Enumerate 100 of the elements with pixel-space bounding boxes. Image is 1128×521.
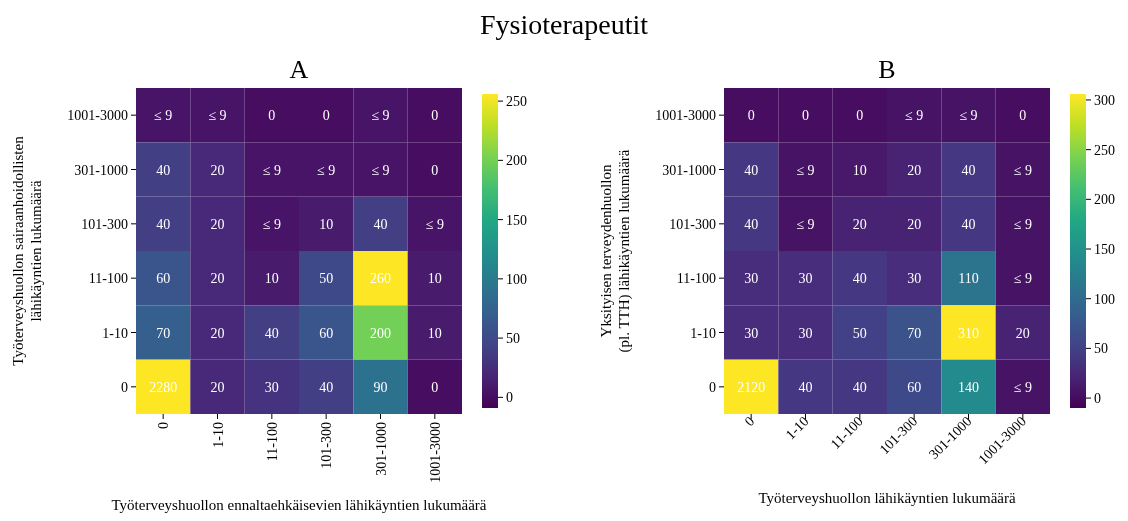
y-axis-title: Työterveyshuollon sairaanhoidollisten lähikäyntien lukumäärä	[10, 135, 44, 366]
data-label: 60	[319, 325, 334, 341]
color-bar-label: 100	[1094, 291, 1115, 307]
data-label: ≤ 9	[154, 108, 173, 124]
data-label: ≤ 9	[959, 108, 978, 124]
data-label: 0	[802, 108, 809, 124]
data-label: 10	[427, 325, 442, 341]
y-tick-label: 301-1000	[662, 162, 716, 178]
y-tick-label: 0	[709, 379, 716, 395]
data-label: 40	[961, 216, 976, 232]
x-tick-label: 1-10	[210, 422, 226, 448]
data-label: 30	[744, 271, 759, 287]
color-bar-label: 200	[1094, 192, 1115, 208]
chart-title: A	[289, 55, 309, 84]
color-bar-label: 200	[506, 153, 527, 169]
x-tick-label: 101-300	[319, 422, 335, 469]
data-label: 60	[907, 379, 922, 395]
data-label: 60	[156, 271, 171, 287]
data-label: 140	[958, 379, 979, 395]
data-label: 40	[156, 216, 171, 232]
data-label: 20	[210, 379, 225, 395]
data-label: 20	[907, 162, 922, 178]
data-label: 10	[852, 162, 867, 178]
color-bar-label: 150	[506, 212, 527, 228]
data-label: 30	[907, 271, 922, 287]
data-label: 0	[431, 108, 439, 124]
color-bar-label: 250	[506, 94, 527, 110]
data-label: 40	[156, 162, 171, 178]
data-label: ≤ 9	[905, 108, 924, 124]
data-label: 10	[427, 271, 442, 287]
x-tick-label: 0	[156, 422, 172, 429]
chart-title: B	[878, 55, 896, 84]
color-bar-label: 100	[506, 271, 527, 287]
data-label: 40	[798, 379, 813, 395]
data-label: 0	[431, 379, 439, 395]
data-label: 20	[210, 162, 225, 178]
data-label: 70	[156, 325, 171, 341]
x-tick-label: 301-1000	[373, 422, 389, 476]
data-label: ≤ 9	[1013, 216, 1032, 232]
data-label: 0	[1019, 108, 1027, 124]
y-tick-label: 1001-3000	[655, 108, 716, 124]
y-tick-label: 1-10	[102, 325, 128, 341]
data-label: 2280	[149, 379, 178, 395]
x-axis-title: Työterveyshuollon ennaltaehkäisevien lähikäyntien lukumäärä	[111, 497, 487, 513]
color-bar-label: 150	[1094, 242, 1115, 258]
data-label: 0	[268, 108, 276, 124]
data-label: 260	[370, 271, 391, 287]
data-label: ≤ 9	[796, 216, 815, 232]
color-bar-label: 50	[1094, 341, 1108, 357]
data-label: 0	[856, 108, 864, 124]
data-label: 40	[264, 325, 279, 341]
data-label: 110	[958, 271, 979, 287]
data-label: 40	[961, 162, 976, 178]
data-label: 40	[744, 216, 759, 232]
data-label: 10	[319, 216, 334, 232]
data-label: 20	[210, 216, 225, 232]
data-label: 90	[373, 379, 388, 395]
y-tick-label: 1001-3000	[67, 108, 128, 124]
data-label: 40	[319, 379, 334, 395]
data-label: ≤ 9	[1013, 271, 1032, 287]
data-label: ≤ 9	[208, 108, 227, 124]
data-label: ≤ 9	[262, 162, 281, 178]
data-label: 0	[431, 162, 439, 178]
data-label: 20	[1015, 325, 1030, 341]
data-label: ≤ 9	[317, 162, 336, 178]
y-tick-label: 101-300	[669, 216, 716, 232]
data-label: 70	[907, 325, 922, 341]
x-tick-label: 11-100	[264, 422, 280, 462]
x-tick-label: 1-10	[782, 413, 812, 443]
data-label: 0	[322, 108, 330, 124]
x-tick-label: 1001-3000	[427, 422, 443, 483]
color-bar-label: 0	[1094, 391, 1101, 407]
data-label: 2120	[737, 379, 766, 395]
data-label: ≤ 9	[371, 162, 390, 178]
data-label: 0	[747, 108, 755, 124]
y-tick-label: 101-300	[81, 216, 128, 232]
data-label: 10	[264, 271, 279, 287]
data-label: 40	[744, 162, 759, 178]
y-tick-label: 11-100	[676, 271, 716, 287]
x-tick-label: 0	[741, 413, 758, 430]
data-label: 40	[852, 271, 867, 287]
data-label: ≤ 9	[1013, 379, 1032, 395]
data-label: 20	[210, 325, 225, 341]
data-label: 40	[373, 216, 388, 232]
data-label: 20	[852, 216, 867, 232]
y-tick-label: 11-100	[88, 271, 128, 287]
color-bar-label: 300	[1094, 92, 1115, 108]
data-label: ≤ 9	[262, 216, 281, 232]
data-label: 310	[958, 325, 979, 341]
x-axis-title: Työterveyshuollon lähikäyntien lukumäärä	[758, 490, 1016, 506]
data-label: ≤ 9	[425, 216, 444, 232]
color-bar-label: 250	[1094, 142, 1115, 158]
data-label: 40	[852, 379, 867, 395]
data-label: ≤ 9	[371, 108, 390, 124]
data-label: 30	[744, 325, 759, 341]
color-bar-label: 0	[506, 390, 513, 406]
y-tick-label: 0	[121, 379, 128, 395]
y-tick-label: 1-10	[690, 325, 716, 341]
data-label: 50	[852, 325, 867, 341]
data-label: 50	[319, 271, 334, 287]
